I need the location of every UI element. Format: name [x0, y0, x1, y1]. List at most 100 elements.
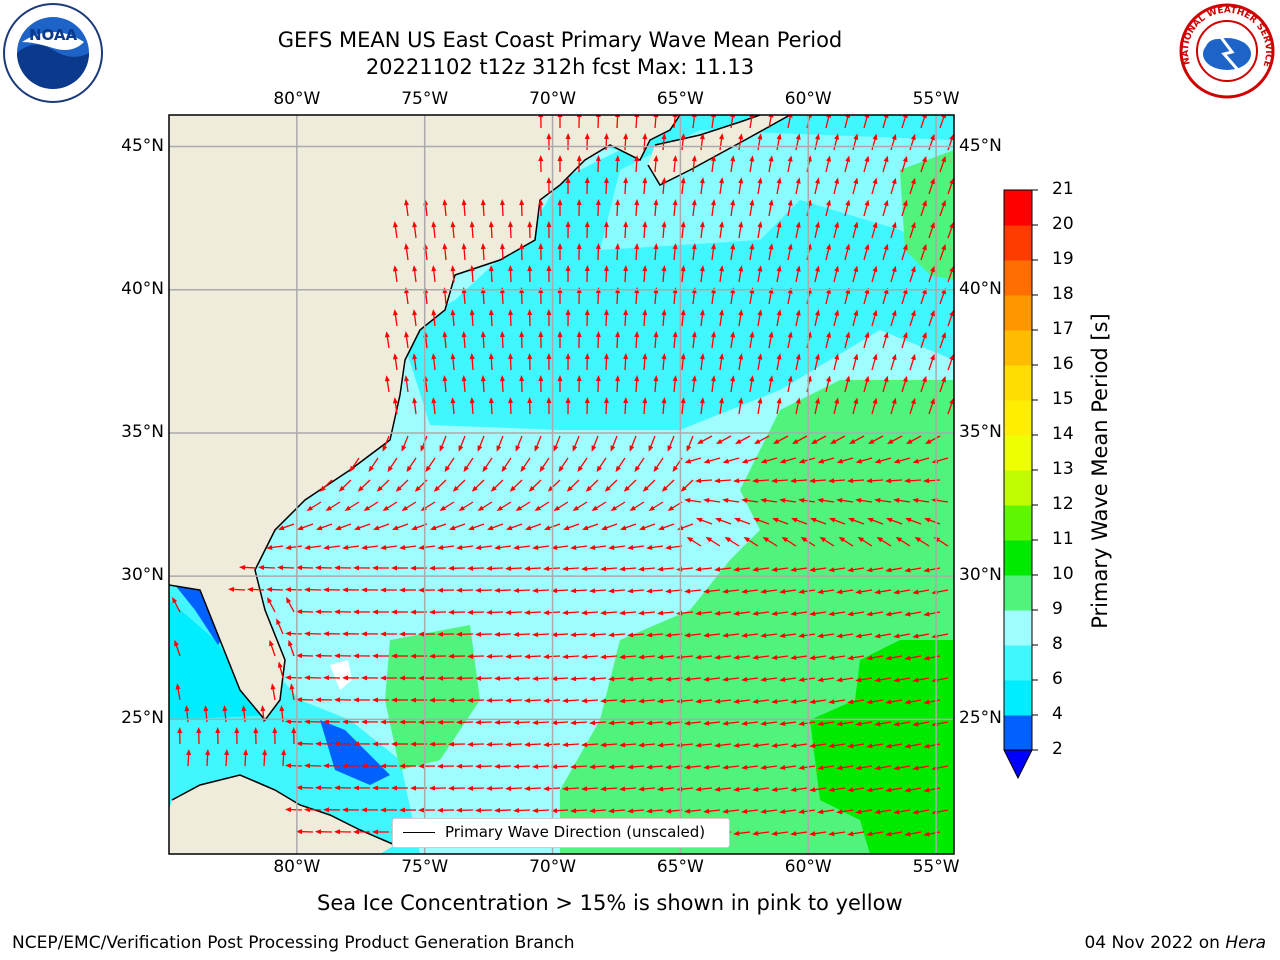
- wave-arrow-head: [486, 653, 493, 659]
- wave-arrow-head: [904, 831, 911, 837]
- wave-arrow-head: [722, 808, 729, 814]
- wave-arrow-head: [817, 589, 824, 595]
- wave-arrow-head: [565, 133, 571, 140]
- wave-arrow-head: [661, 397, 667, 404]
- wave-arrow-head: [344, 505, 351, 511]
- wave-arrow-head: [661, 309, 667, 316]
- colorbar-tick-label: 9: [1052, 599, 1063, 619]
- wave-arrow-head: [384, 331, 390, 338]
- wave-arrow-head: [338, 485, 345, 492]
- wave-arrow-head: [527, 353, 533, 360]
- wave-arrow-head: [410, 609, 417, 615]
- wave-arrow-head: [703, 720, 710, 726]
- wave-arrow-head: [620, 525, 627, 531]
- wave-arrow-head: [304, 675, 311, 681]
- wave-arrow-head: [546, 309, 552, 316]
- wave-arrow-head: [505, 697, 512, 703]
- wave-arrow-head: [222, 705, 228, 712]
- wave-arrow-head: [315, 565, 322, 571]
- wave-arrow-head: [646, 632, 653, 638]
- wave-arrow-head: [584, 397, 590, 404]
- wave-arrow-head: [904, 699, 911, 705]
- wave-arrow-head: [391, 697, 398, 703]
- wave-arrow-head: [653, 375, 659, 382]
- wave-arrow-head: [922, 331, 927, 339]
- wave-arrow-head: [380, 675, 387, 681]
- wave-arrow-head: [494, 544, 501, 550]
- wave-arrow-head: [410, 565, 417, 571]
- wave-arrow-head: [565, 353, 571, 360]
- wave-arrow-head: [787, 243, 793, 250]
- wave-arrow-head: [760, 497, 767, 503]
- wave-arrow-head: [448, 653, 455, 659]
- wave-arrow-head: [456, 719, 463, 725]
- wave-arrow-head: [401, 445, 407, 452]
- wave-arrow-head: [513, 808, 520, 813]
- wave-arrow-head: [399, 675, 406, 681]
- wave-arrow-head: [538, 155, 544, 162]
- wave-arrow-head: [615, 243, 621, 250]
- wave-arrow-head: [557, 115, 563, 117]
- wave-arrow-head: [469, 309, 475, 316]
- wave-arrow-head: [867, 517, 874, 523]
- wave-arrow-head: [638, 698, 645, 704]
- wave-arrow-head: [757, 397, 763, 404]
- wave-arrow-head: [584, 133, 590, 140]
- wave-arrow-head: [819, 536, 827, 543]
- wave-arrow-head: [790, 655, 797, 661]
- wave-arrow-head: [323, 631, 330, 637]
- wave-arrow-head: [584, 309, 590, 316]
- wave-arrow-head: [826, 375, 831, 382]
- wave-arrow-head: [334, 829, 341, 835]
- wave-arrow-head: [830, 438, 837, 445]
- wave-arrow-head: [615, 155, 621, 162]
- wave-arrow-head: [266, 544, 273, 550]
- wave-arrow-head: [672, 331, 678, 338]
- wave-arrow-head: [551, 720, 558, 726]
- wave-arrow-head: [749, 199, 755, 206]
- wave-arrow-head: [600, 654, 607, 660]
- colorbar-tick-label: 15: [1052, 389, 1074, 409]
- wave-arrow-head: [513, 764, 520, 769]
- wave-arrow-head: [855, 458, 863, 464]
- legend-line-swatch: [403, 832, 435, 833]
- wave-arrow-head: [902, 243, 908, 251]
- wave-arrow-head: [771, 831, 778, 836]
- wave-arrow-head: [480, 199, 486, 206]
- wave-arrow-head: [814, 309, 820, 316]
- wave-arrow-head: [418, 675, 425, 681]
- wave-arrow-head: [699, 353, 705, 360]
- wave-arrow-head: [296, 829, 303, 835]
- wave-arrow-head: [910, 265, 916, 273]
- wave-arrow-head: [572, 445, 578, 452]
- wave-arrow-head: [653, 155, 659, 162]
- wave-arrow-head: [855, 765, 862, 771]
- wave-arrow-head: [714, 786, 721, 792]
- wave-arrow-head: [467, 653, 474, 659]
- wave-arrow-head: [849, 438, 856, 445]
- wave-arrow-head: [267, 596, 273, 604]
- wave-arrow-head: [714, 654, 721, 660]
- wave-arrow-head: [733, 654, 740, 660]
- wave-arrow-head: [893, 633, 900, 639]
- wave-arrow-head: [910, 397, 916, 405]
- wave-arrow-head: [285, 807, 292, 813]
- colorbar-bin: [1004, 330, 1032, 366]
- wave-arrow-head: [418, 587, 425, 593]
- wave-arrow-head: [253, 727, 259, 734]
- wave-arrow-head: [387, 465, 393, 473]
- wave-arrow-head: [809, 699, 816, 705]
- wave-arrow-head: [496, 445, 502, 452]
- wave-arrow-head: [399, 763, 406, 769]
- wave-arrow-head: [469, 397, 475, 404]
- wave-arrow-head: [557, 243, 563, 249]
- wave-arrow-head: [634, 155, 640, 162]
- wave-arrow-head: [469, 353, 475, 360]
- wave-arrow-head: [847, 787, 854, 793]
- wave-arrow-head: [949, 353, 954, 361]
- wave-arrow-head: [847, 567, 854, 573]
- wave-arrow-head: [623, 133, 629, 140]
- colorbar-tick-label: 19: [1052, 249, 1074, 269]
- wave-arrow-head: [893, 589, 900, 595]
- wave-arrow-head: [887, 438, 894, 445]
